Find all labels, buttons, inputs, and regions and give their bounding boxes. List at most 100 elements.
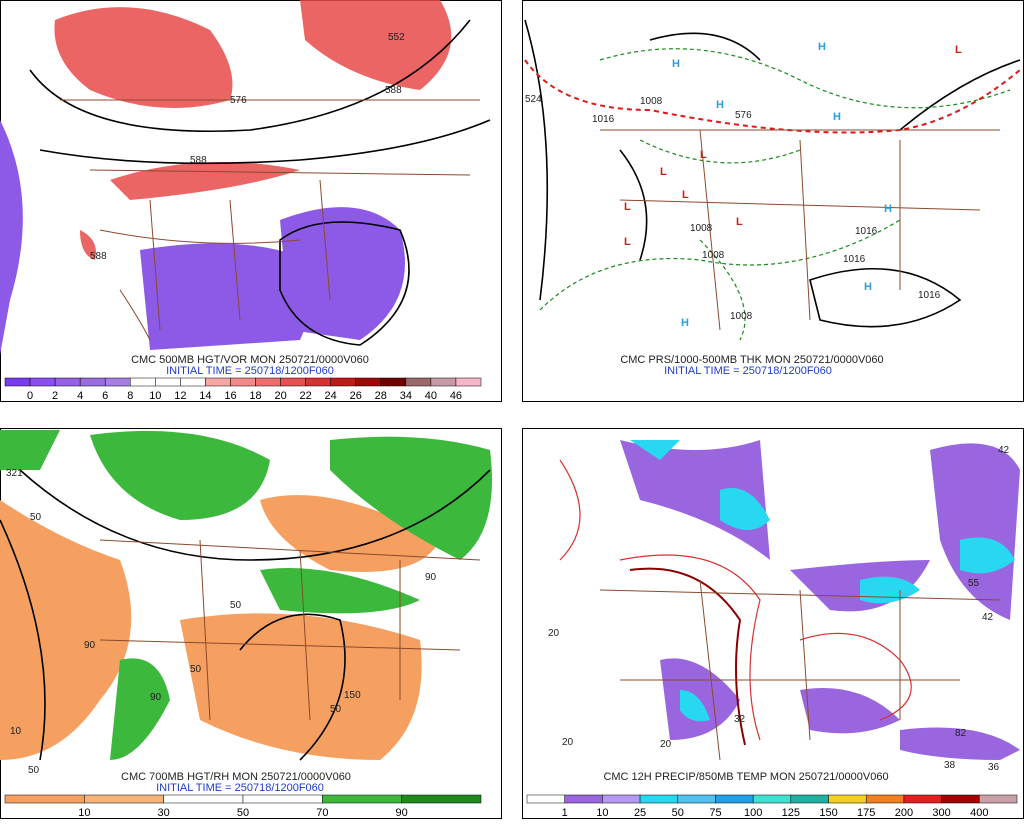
colorbar-swatch xyxy=(242,794,323,804)
contour-label: 150 xyxy=(344,690,361,701)
colorbar-label: 34 xyxy=(400,390,412,402)
colorbar-swatch xyxy=(104,377,131,387)
low-label: L xyxy=(682,189,689,201)
contour-label: 1008 xyxy=(640,96,663,107)
colorbar-label: 25 xyxy=(634,807,646,819)
thickness-line xyxy=(539,48,1011,341)
high-label: H xyxy=(716,99,724,111)
colorbar-label: 70 xyxy=(316,807,328,819)
colorbar-swatch xyxy=(305,377,331,387)
colorbar-swatch xyxy=(155,377,181,387)
panel-frame xyxy=(522,0,1024,402)
contour-label: 576 xyxy=(735,110,752,121)
colorbar-label: 2 xyxy=(52,390,58,402)
caption: CMC 700MB HGT/RH MON 250721/0000V060 xyxy=(121,771,351,783)
colorbar-label: 20 xyxy=(274,390,286,402)
colorbar-label: 300 xyxy=(932,807,950,819)
colorbar-swatch xyxy=(941,794,980,804)
colorbar-swatch xyxy=(677,794,716,804)
contour-label: 524 xyxy=(525,94,542,105)
contour-label: 321 xyxy=(6,468,23,479)
contour-label: 42 xyxy=(998,445,1010,456)
colorbar-label: 16 xyxy=(224,390,236,402)
colorbar-label: 22 xyxy=(300,390,312,402)
colorbar-label: 10 xyxy=(596,807,608,819)
colorbar-swatch xyxy=(979,794,1018,804)
high-label: H xyxy=(833,111,841,123)
high-label: H xyxy=(884,203,892,215)
pressure-centers: H H H H H H H L L L L L L L xyxy=(624,41,962,329)
colorbar-swatch xyxy=(526,794,565,804)
caption: CMC 500MB HGT/VOR MON 250721/0000V060 xyxy=(131,354,369,366)
caption: CMC PRS/1000-500MB THK MON 250721/0000V0… xyxy=(620,354,883,366)
colorbar-label: 46 xyxy=(450,390,462,402)
colorbar-swatch xyxy=(752,794,792,804)
vorticity-low xyxy=(0,120,405,355)
colorbar-label: 24 xyxy=(325,390,337,402)
initial-time: INITIAL TIME = 250718/1200F060 xyxy=(166,365,334,377)
colorbar-label: 125 xyxy=(782,807,800,819)
contour-label: 552 xyxy=(388,32,405,43)
colorbar-swatch xyxy=(865,794,905,804)
colorbar-swatch xyxy=(639,794,679,804)
colorbar-label: 90 xyxy=(396,807,408,819)
high-label: H xyxy=(681,317,689,329)
colorbar-label: 75 xyxy=(709,807,721,819)
precip-moderate xyxy=(630,440,1015,722)
contour-label: 90 xyxy=(84,640,96,651)
moist-area xyxy=(0,430,492,760)
colorbar-swatch xyxy=(401,794,482,804)
colorbar-swatch xyxy=(130,377,156,387)
contour-label: 10 xyxy=(10,726,22,737)
colorbar-label: 200 xyxy=(895,807,913,819)
initial-time: INITIAL TIME = 250718/1200F060 xyxy=(664,365,832,377)
colorbar-swatch xyxy=(205,377,231,387)
vorticity-high xyxy=(54,0,452,260)
height-contour xyxy=(0,469,491,761)
colorbar-swatch xyxy=(230,377,256,387)
thickness-540 xyxy=(524,59,1021,134)
colorbar-swatch xyxy=(4,794,85,804)
colorbar-label: 28 xyxy=(375,390,387,402)
colorbar-label: 10 xyxy=(78,807,90,819)
contour-label: 588 xyxy=(190,155,207,166)
low-label: L xyxy=(955,44,962,56)
state-borders xyxy=(60,99,480,341)
colorbar-label: 18 xyxy=(249,390,261,402)
colorbar-swatch xyxy=(790,794,829,804)
low-label: L xyxy=(736,216,743,228)
colorbar-label: 50 xyxy=(237,807,249,819)
colorbar-label: 1 xyxy=(562,807,568,819)
high-label: H xyxy=(672,58,680,70)
contour-label: 1016 xyxy=(918,290,941,301)
colorbar-label: 0 xyxy=(27,390,33,402)
colorbar-swatch xyxy=(255,377,281,387)
colorbar-swatch xyxy=(180,377,206,387)
panel-pressure: H H H H H H H L L L L L L L 1008 1016 10… xyxy=(522,0,1024,402)
colorbar-swatch xyxy=(54,377,81,387)
height-contour xyxy=(29,19,491,346)
colorbar-swatch xyxy=(405,377,432,387)
high-label: H xyxy=(864,281,872,293)
colorbar-label: 14 xyxy=(199,390,211,402)
contour-label: 1016 xyxy=(843,254,866,265)
colorbar-label: 26 xyxy=(350,390,362,402)
contour-label: 36 xyxy=(988,762,1000,773)
contour-label: 90 xyxy=(425,572,437,583)
colorbar-label: 175 xyxy=(857,807,875,819)
contour-label: 1016 xyxy=(855,226,878,237)
contour-label: 576 xyxy=(230,95,247,106)
colorbar-label: 40 xyxy=(425,390,437,402)
colorbar-swatch xyxy=(322,794,402,804)
contour-label: 20 xyxy=(548,628,560,639)
contour-label: 42 xyxy=(982,612,994,623)
colorbar-label: 12 xyxy=(174,390,186,402)
contour-label: 50 xyxy=(190,664,202,675)
contour-label: 588 xyxy=(385,85,402,96)
colorbar-swatch xyxy=(280,377,306,387)
colorbar-swatch xyxy=(602,794,641,804)
contour-label: 1016 xyxy=(592,114,615,125)
caption: CMC 12H PRECIP/850MB TEMP MON 250721/000… xyxy=(603,771,888,783)
colorbar-swatch xyxy=(903,794,942,804)
